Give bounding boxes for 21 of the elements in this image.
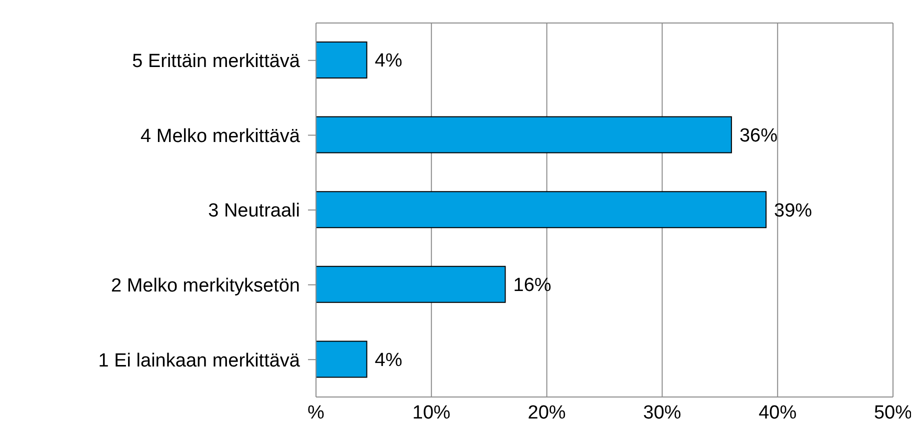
bar [316, 340, 368, 378]
bar [316, 266, 506, 303]
data-label: 16% [513, 275, 552, 296]
y-tick-label: 5 Erittäin merkittävä [132, 51, 300, 72]
y-tick-label: 1 Ei lainkaan merkittävä [98, 350, 300, 372]
x-tick-label: 40% [758, 402, 797, 424]
x-tick-label: % [308, 402, 325, 424]
y-tick-label: 2 Melko merkityksetön [110, 276, 300, 297]
x-tick-label: 20% [528, 402, 566, 424]
x-tick-label: 50% [874, 402, 912, 424]
bar [316, 42, 368, 78]
data-label: 4% [374, 350, 402, 371]
bar [316, 116, 732, 154]
y-tick-label: 3 Neutraali [208, 200, 300, 222]
y-tick-label: 4 Melko merkittävä [140, 126, 300, 147]
x-tick-label: 10% [412, 402, 451, 424]
data-label: 36% [739, 125, 778, 146]
data-label: 39% [774, 200, 812, 222]
data-label: 4% [374, 50, 402, 72]
bar [316, 191, 767, 228]
x-tick-label: 30% [643, 402, 682, 424]
